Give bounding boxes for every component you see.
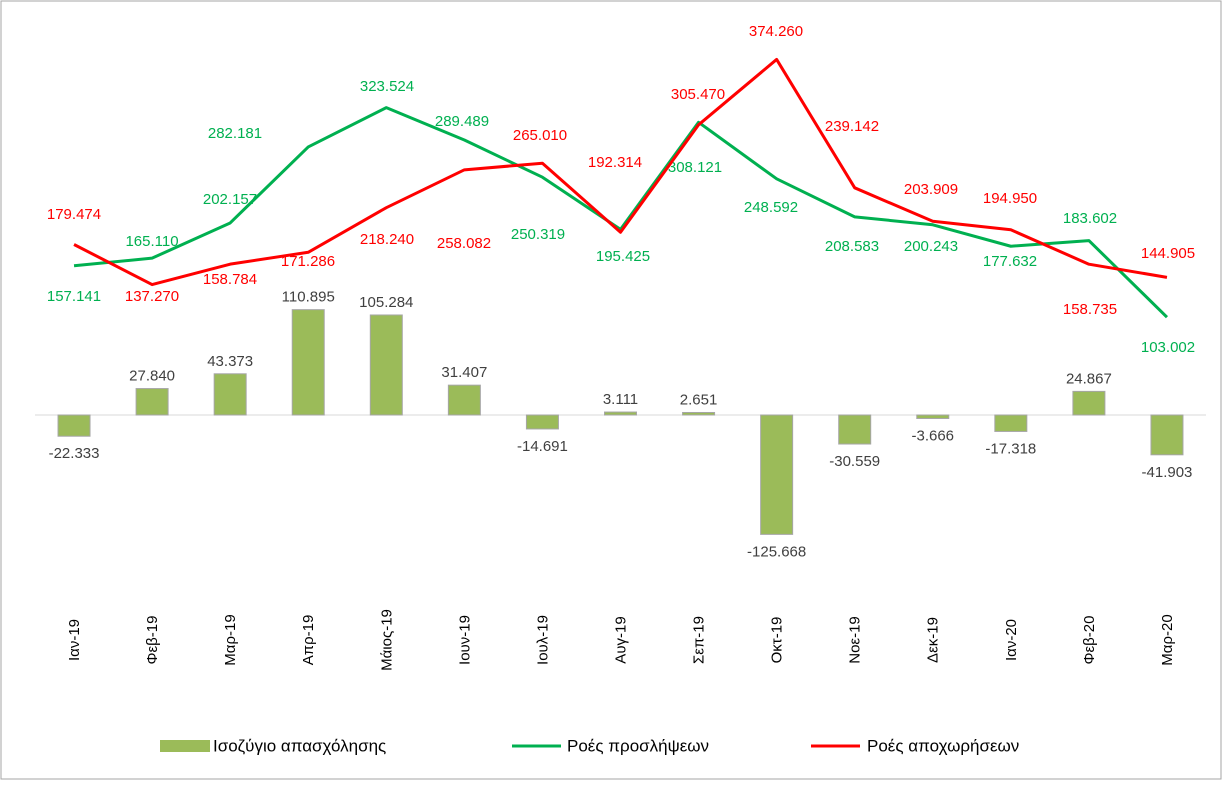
line-label: 248.592 (744, 199, 798, 216)
line-label: 202.157 (203, 191, 257, 208)
bar (682, 411, 716, 416)
line-label: 165.110 (125, 233, 178, 250)
line-label: 179.474 (47, 206, 101, 223)
line (73, 106, 1169, 319)
x-tick-label: Ιουλ-19 (534, 615, 551, 665)
bar-label: 2.651 (680, 391, 718, 408)
bar (1150, 414, 1184, 456)
line-label: 192.314 (588, 154, 642, 171)
line-label: 308.121 (668, 159, 722, 176)
x-tick-label: Αυγ-19 (612, 616, 629, 663)
line-label: 137.270 (125, 288, 179, 305)
bar (135, 388, 169, 416)
bar (291, 309, 325, 416)
x-tick-label: Σεπ-19 (691, 616, 708, 664)
bar (447, 384, 481, 416)
line-label: 265.010 (513, 127, 567, 144)
bar-label: 27.840 (129, 368, 175, 385)
bar-label: 105.284 (359, 294, 413, 311)
bar (916, 414, 950, 419)
line-label: 157.141 (47, 288, 101, 305)
x-tick-label: Νοε-19 (847, 616, 864, 664)
x-tick-label: Ιουν-19 (456, 615, 473, 665)
bar (57, 414, 91, 437)
line-label: 258.082 (437, 235, 491, 252)
bar (838, 414, 872, 445)
bar (604, 411, 637, 416)
line-label: 218.240 (360, 231, 414, 248)
bar-label: 31.407 (441, 364, 487, 381)
legend-swatch (160, 740, 210, 752)
line-label: 103.002 (1141, 339, 1195, 356)
line-label: 158.735 (1063, 301, 1117, 318)
bar-label: 43.373 (207, 353, 253, 370)
legend-label: Ροές προσλήψεων (567, 736, 709, 755)
line-label: 203.909 (904, 181, 958, 198)
legend-label: Ροές αποχωρήσεων (867, 736, 1019, 755)
bar-label: -14.691 (517, 438, 568, 455)
bar (525, 414, 559, 430)
line-label: 208.583 (825, 238, 879, 255)
line (73, 57, 1168, 287)
bar-label: -30.559 (829, 453, 880, 470)
legend-label: Ισοζύγιο απασχόλησης (213, 736, 386, 755)
line-label: 305.470 (671, 86, 725, 103)
line-label: 177.632 (983, 253, 1037, 270)
bar-label: -22.333 (49, 445, 100, 462)
bar (994, 414, 1028, 432)
line-label: 250.319 (511, 226, 565, 243)
line-label: 374.260 (749, 23, 803, 40)
line-label: 171.286 (281, 253, 335, 270)
bar-label: 3.111 (603, 391, 638, 408)
bar (213, 373, 247, 416)
line-label: 144.905 (1141, 245, 1195, 262)
x-tick-label: Απρ-19 (300, 615, 317, 666)
x-tick-label: Φεβ-19 (144, 616, 161, 665)
line-label: 200.243 (904, 238, 958, 255)
x-tick-label: Μάιος-19 (378, 609, 395, 671)
line-label: 194.950 (983, 190, 1037, 207)
bar-label: -17.318 (985, 440, 1036, 457)
line-label: 158.784 (203, 271, 257, 288)
bar-label: 110.895 (282, 289, 335, 306)
x-tick-label: Φεβ-20 (1081, 616, 1098, 665)
x-tick-label: Μαρ-20 (1159, 614, 1176, 665)
bar-label: -41.903 (1142, 464, 1193, 481)
x-tick-label: Ιαν-19 (66, 619, 83, 661)
line-label: 289.489 (435, 113, 489, 130)
bar (1072, 390, 1106, 416)
bar (760, 414, 794, 535)
bar-label: -3.666 (911, 427, 954, 444)
line-label: 239.142 (825, 118, 879, 135)
line-label: 195.425 (596, 248, 650, 265)
x-tick-label: Ιαν-20 (1003, 619, 1020, 661)
bar-label: 24.867 (1066, 370, 1112, 387)
x-tick-label: Οκτ-19 (769, 617, 786, 664)
line-label: 183.602 (1063, 210, 1117, 227)
x-tick-label: Δεκ-19 (925, 617, 942, 663)
x-tick-label: Μαρ-19 (222, 614, 239, 665)
line-label: 282.181 (208, 125, 262, 142)
bar-label: -125.668 (747, 543, 806, 560)
line-label: 323.524 (360, 78, 414, 95)
bar (369, 314, 403, 416)
